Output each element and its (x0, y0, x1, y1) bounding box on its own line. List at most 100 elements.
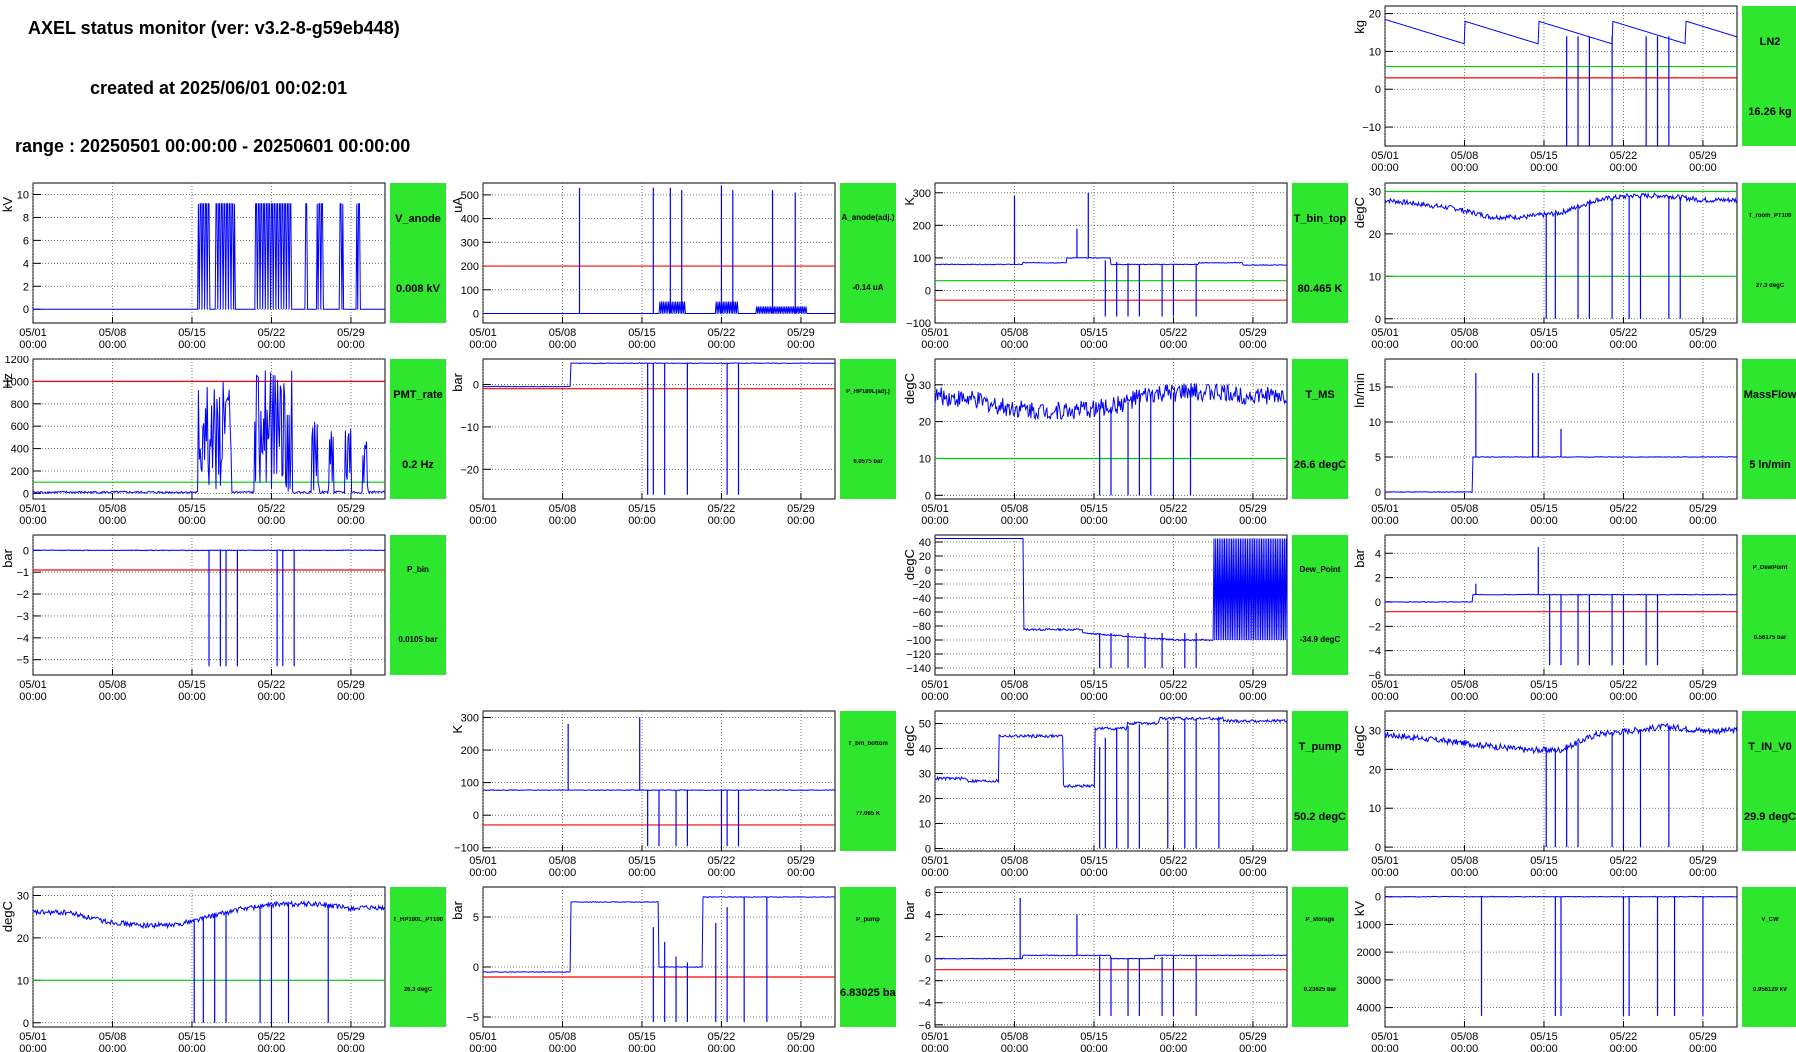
x-tick-label-time: 00:00 (1530, 339, 1558, 348)
x-tick-label-date: 05/08 (1001, 1031, 1029, 1043)
x-tick-label-date: 05/15 (178, 1031, 206, 1043)
chart-panel-t-ms: 05/01 00:00 05/08 00:00 05/15 00:00 05/22 00:00… (902, 356, 1349, 524)
x-tick-label-time: 00:00 (1239, 691, 1267, 700)
y-tick-label: 4 (1375, 548, 1381, 560)
x-tick-label-time: 00:00 (628, 515, 656, 524)
y-axis-label: degC (902, 373, 917, 404)
channel-label-box: P_bin 0.0105 bar (390, 535, 446, 675)
y-tick-label: 0 (925, 844, 931, 856)
chart-svg: 05/0100:0005/0800:0005/1500:0005/2200:00… (1352, 534, 1738, 700)
y-tick-label: 500 (461, 190, 479, 202)
x-tick-label-date: 05/08 (549, 327, 577, 339)
x-tick-label-date: 05/15 (1080, 327, 1108, 339)
y-axis-label: bar (1352, 548, 1367, 567)
y-tick-label: 30 (1369, 725, 1381, 737)
series-line (483, 896, 836, 973)
x-tick-label-time: 00:00 (1371, 867, 1399, 876)
x-tick-label-date: 05/15 (1080, 855, 1108, 867)
x-tick-label-time: 00:00 (1689, 1043, 1717, 1052)
y-tick-label: 800 (11, 399, 29, 411)
channel-label-box: T_room_PT100 27.3 degC (1742, 183, 1796, 323)
y-tick-label: 400 (461, 214, 479, 226)
x-tick-label-date: 05/15 (1530, 150, 1558, 162)
channel-current-value: 26.3 degC (403, 987, 433, 993)
chart-svg: 05/0100:0005/0800:0005/1500:0005/2200:00… (450, 710, 836, 876)
x-tick-label-date: 05/08 (549, 1031, 577, 1043)
y-tick-label: 0 (473, 962, 479, 974)
y-tick-label: 10 (1369, 271, 1381, 283)
x-tick-label-date: 05/15 (178, 679, 206, 691)
x-tick-label-time: 00:00 (19, 339, 47, 348)
chart-panel-t-pump: 05/01 00:00 05/08 00:00 05/15 00:00 05/22 00:00… (902, 708, 1349, 876)
y-tick-label: 0 (1375, 84, 1381, 96)
y-tick-label: 200 (461, 745, 479, 757)
channel-name: V_CW (1761, 917, 1779, 923)
y-tick-label: −100 (454, 843, 479, 855)
x-tick-label-time: 00:00 (469, 1043, 497, 1052)
chart-svg: 05/0100:0005/0800:0005/1500:0005/2200:00… (902, 534, 1288, 700)
channel-current-value: 0.2 Hz (402, 459, 434, 471)
y-axis-label: kg (1352, 20, 1367, 34)
y-tick-label: 300 (461, 237, 479, 249)
x-tick-label-time: 00:00 (1371, 691, 1399, 700)
y-tick-label: −2 (1368, 621, 1381, 633)
chart-svg: 05/0100:0005/0800:0005/1500:0005/2200:00… (902, 182, 1288, 348)
series-line (482, 362, 836, 388)
y-tick-label: 10 (17, 975, 29, 987)
y-tick-label: 0 (925, 954, 931, 966)
x-tick-label-date: 05/08 (99, 1031, 127, 1043)
x-tick-label-date: 05/29 (337, 503, 365, 515)
x-tick-label-time: 00:00 (1530, 515, 1558, 524)
x-tick-label-date: 05/01 (19, 1031, 47, 1043)
x-tick-label-time: 00:00 (178, 1043, 206, 1052)
x-tick-label-time: 00:00 (787, 867, 815, 876)
y-tick-label: 1200 (5, 356, 29, 366)
x-tick-label-time: 00:00 (1080, 691, 1108, 700)
y-tick-label: −3 (16, 611, 29, 623)
x-tick-label-time: 00:00 (1451, 867, 1479, 876)
y-axis-label: ln/min (1352, 373, 1367, 408)
time-range: range : 20250501 00:00:00 - 20250601 00:… (15, 136, 411, 156)
channel-current-value: 80.465 K (1297, 283, 1343, 295)
y-tick-label: 50 (919, 719, 931, 731)
y-tick-label: 0 (1375, 892, 1381, 904)
y-tick-label: 0 (23, 488, 29, 500)
series-line (32, 900, 386, 930)
y-tick-label: −10 (460, 422, 479, 434)
x-tick-label-date: 05/15 (628, 855, 656, 867)
channel-current-value: 26.6 degC (1294, 459, 1346, 471)
channel-label-box: T_HP180L_PT100 26.3 degC (390, 887, 446, 1027)
y-tick-label: −4 (16, 633, 29, 645)
x-tick-label-time: 00:00 (99, 691, 127, 700)
x-tick-label-date: 05/29 (1689, 327, 1717, 339)
x-tick-label-time: 00:00 (19, 691, 47, 700)
x-tick-label-time: 00:00 (99, 1043, 127, 1052)
plot-frame (482, 182, 836, 324)
channel-current-value: 77.065 K (855, 811, 881, 817)
y-tick-label: 100 (913, 253, 931, 265)
x-tick-label-time: 00:00 (1689, 162, 1717, 171)
page-title: AXEL status monitor (ver: v3.2-8-g59eb44… (28, 18, 400, 38)
channel-name: P_HP180L(adj.) (846, 389, 890, 395)
x-tick-label-time: 00:00 (708, 515, 736, 524)
y-axis-label: kV (0, 197, 15, 213)
channel-current-value: 16.26 kg (1748, 106, 1792, 118)
y-tick-label: −40 (912, 593, 931, 605)
y-tick-label: 20 (1369, 229, 1381, 241)
x-tick-label-time: 00:00 (1371, 162, 1399, 171)
y-axis-label: kV (1352, 901, 1367, 917)
x-tick-label-date: 05/08 (1001, 679, 1029, 691)
chart-panel-p-storage: 05/01 00:00 05/08 00:00 05/15 00:00 05/22 00:00… (902, 884, 1349, 1052)
x-tick-label-time: 00:00 (1001, 339, 1029, 348)
y-tick-label: 2 (925, 932, 931, 944)
x-tick-label-time: 00:00 (337, 515, 365, 524)
x-tick-label-time: 00:00 (258, 515, 286, 524)
y-tick-label: −100 (906, 635, 931, 647)
y-tick-label: 30 (919, 380, 931, 392)
y-tick-label: 30 (17, 890, 29, 902)
x-tick-label-date: 05/08 (1451, 679, 1479, 691)
x-tick-label-date: 05/08 (549, 855, 577, 867)
x-tick-label-date: 05/15 (628, 1031, 656, 1043)
x-tick-label-time: 00:00 (549, 515, 577, 524)
y-tick-label: 6 (925, 888, 931, 900)
